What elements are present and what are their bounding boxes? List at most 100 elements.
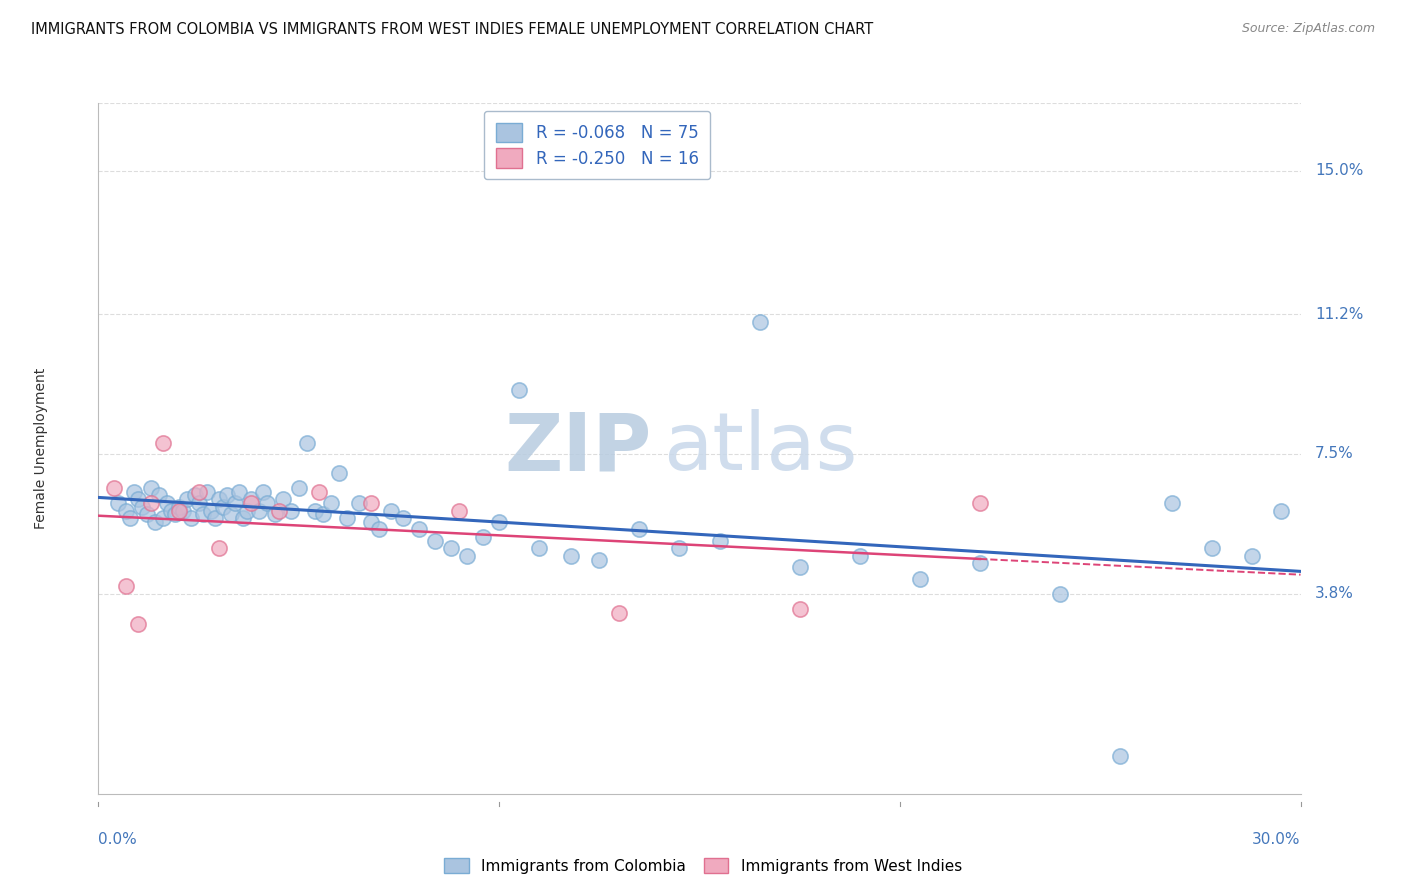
Point	[969, 496, 991, 510]
Point	[224, 496, 246, 510]
Point	[172, 503, 194, 517]
Point	[235, 503, 257, 517]
Point	[107, 496, 129, 510]
Text: ZIP: ZIP	[505, 409, 651, 487]
Point	[180, 511, 202, 525]
Point	[849, 549, 872, 563]
Point	[908, 572, 931, 586]
Point	[131, 500, 153, 514]
Text: 11.2%: 11.2%	[1315, 307, 1364, 322]
Point	[128, 616, 150, 631]
Point	[789, 560, 811, 574]
Point	[191, 508, 214, 522]
Point	[295, 435, 318, 450]
Point	[1270, 503, 1292, 517]
Text: atlas: atlas	[664, 409, 858, 487]
Point	[328, 466, 350, 480]
Point	[588, 552, 610, 566]
Point	[128, 492, 150, 507]
Point	[560, 549, 582, 563]
Point	[360, 496, 382, 510]
Text: 7.5%: 7.5%	[1315, 446, 1354, 461]
Legend: Immigrants from Colombia, Immigrants from West Indies: Immigrants from Colombia, Immigrants fro…	[439, 852, 967, 880]
Point	[139, 481, 162, 495]
Point	[215, 488, 238, 502]
Point	[969, 557, 991, 571]
Point	[204, 511, 226, 525]
Point	[1049, 587, 1071, 601]
Point	[219, 508, 242, 522]
Point	[1241, 549, 1264, 563]
Point	[508, 383, 530, 397]
Point	[308, 484, 330, 499]
Text: Female Unemployment: Female Unemployment	[34, 368, 48, 529]
Point	[143, 515, 166, 529]
Point	[288, 481, 311, 495]
Point	[120, 511, 142, 525]
Point	[789, 601, 811, 615]
Point	[628, 523, 651, 537]
Point	[139, 496, 162, 510]
Point	[408, 523, 430, 537]
Point	[115, 503, 138, 517]
Point	[176, 492, 198, 507]
Point	[252, 484, 274, 499]
Point	[456, 549, 478, 563]
Point	[709, 533, 731, 548]
Point	[748, 315, 770, 329]
Point	[247, 503, 270, 517]
Point	[440, 541, 463, 556]
Point	[228, 484, 250, 499]
Point	[312, 508, 335, 522]
Text: IMMIGRANTS FROM COLOMBIA VS IMMIGRANTS FROM WEST INDIES FEMALE UNEMPLOYMENT CORR: IMMIGRANTS FROM COLOMBIA VS IMMIGRANTS F…	[31, 22, 873, 37]
Point	[423, 533, 446, 548]
Point	[103, 481, 125, 495]
Point	[208, 541, 231, 556]
Point	[263, 508, 285, 522]
Point	[200, 503, 222, 517]
Point	[1109, 749, 1132, 764]
Point	[472, 530, 495, 544]
Point	[115, 579, 138, 593]
Point	[271, 492, 294, 507]
Point	[148, 488, 170, 502]
Point	[239, 496, 262, 510]
Point	[256, 496, 278, 510]
Point	[167, 503, 190, 517]
Point	[1201, 541, 1223, 556]
Point	[187, 484, 209, 499]
Point	[155, 496, 177, 510]
Point	[280, 503, 302, 517]
Point	[124, 484, 146, 499]
Point	[304, 503, 326, 517]
Point	[668, 541, 690, 556]
Point	[360, 515, 382, 529]
Point	[239, 492, 262, 507]
Text: 30.0%: 30.0%	[1253, 832, 1301, 847]
Point	[232, 511, 254, 525]
Text: 0.0%: 0.0%	[98, 832, 138, 847]
Point	[347, 496, 370, 510]
Point	[488, 515, 510, 529]
Point	[336, 511, 359, 525]
Text: 15.0%: 15.0%	[1315, 163, 1364, 178]
Point	[529, 541, 551, 556]
Text: 3.8%: 3.8%	[1315, 586, 1354, 601]
Legend: R = -0.068   N = 75, R = -0.250   N = 16: R = -0.068 N = 75, R = -0.250 N = 16	[484, 111, 710, 179]
Point	[392, 511, 415, 525]
Point	[368, 523, 391, 537]
Point	[1161, 496, 1184, 510]
Point	[195, 484, 218, 499]
Point	[267, 503, 290, 517]
Point	[447, 503, 470, 517]
Point	[159, 503, 181, 517]
Point	[609, 606, 631, 620]
Point	[163, 508, 186, 522]
Point	[187, 496, 209, 510]
Point	[152, 435, 174, 450]
Point	[152, 511, 174, 525]
Point	[183, 488, 205, 502]
Point	[319, 496, 342, 510]
Point	[135, 508, 157, 522]
Point	[208, 492, 231, 507]
